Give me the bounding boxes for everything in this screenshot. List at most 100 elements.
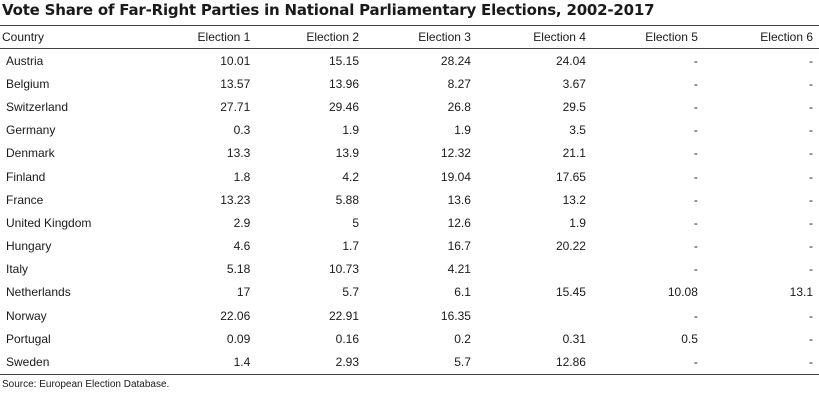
value-cell: - — [703, 350, 819, 375]
value-cell: - — [809, 262, 813, 277]
value-cell: 0.2 — [454, 331, 471, 346]
data-table-container: Country Election 1 Election 2 Election 3 Ele… — [0, 25, 819, 375]
value-cell: 4.2 — [342, 169, 360, 184]
value-cell: 1.9 — [454, 123, 471, 138]
vote-share-table: Country Election 1 Election 2 Election 3 Ele… — [0, 25, 819, 375]
value-cell: - — [809, 215, 813, 230]
table-header-row: Country Election 1 Election 2 Election 3 Ele… — [0, 25, 819, 49]
value-cell: - — [809, 99, 813, 114]
source-note: Source: European Election Database. — [2, 379, 170, 390]
value-cell: - — [809, 123, 813, 138]
value-cell: 13.1 — [789, 285, 813, 300]
value-cell: - — [693, 215, 698, 230]
value-cell: 5.88 — [335, 192, 360, 207]
value-cell: 4.21 — [447, 262, 471, 277]
table-row: Italy 5.18 10.73 4.21 - - — [0, 258, 819, 281]
value-cell: 20.22 — [555, 239, 586, 254]
value-cell: 2.93 — [256, 350, 366, 375]
table-row: Switzerland 27.71 29.46 26.8 29.5 - - — [0, 95, 819, 118]
table-row: Germany 0.3 1.9 1.9 3.5 - - — [0, 119, 819, 142]
value-cell: - — [591, 350, 704, 375]
column-header-election-1: Election 1 — [135, 25, 257, 49]
value-cell: 6.1 — [454, 285, 471, 300]
value-cell: 10.08 — [667, 285, 698, 300]
column-header-election-3: Election 3 — [365, 25, 477, 49]
value-cell: 5.7 — [342, 285, 360, 300]
table-row: Denmark 13.3 13.9 12.32 21.1 - - — [0, 142, 819, 165]
country-cell: France — [6, 192, 44, 207]
country-cell: Sweden — [0, 350, 136, 375]
value-cell: 10.73 — [329, 262, 360, 277]
value-cell: 12.32 — [440, 146, 471, 161]
value-cell: 16.7 — [447, 239, 471, 254]
value-cell: 3.67 — [562, 76, 586, 91]
table-title: Vote Share of Far-Right Parties in Natio… — [2, 1, 655, 19]
value-cell: 1.9 — [342, 123, 360, 138]
value-cell: 2.9 — [233, 215, 251, 230]
value-cell: - — [693, 146, 698, 161]
value-cell: 26.8 — [447, 99, 471, 114]
value-cell: 13.3 — [226, 146, 251, 161]
value-cell: 13.9 — [335, 146, 360, 161]
value-cell: 3.5 — [569, 123, 586, 138]
value-cell: 16.35 — [440, 308, 471, 323]
value-cell: - — [809, 76, 813, 91]
value-cell: - — [693, 262, 698, 277]
value-cell: 19.04 — [440, 169, 471, 184]
value-cell: - — [809, 308, 813, 323]
value-cell: 4.6 — [233, 239, 251, 254]
value-cell: - — [693, 99, 698, 114]
value-cell: 17.65 — [555, 169, 586, 184]
value-cell: 13.96 — [329, 76, 360, 91]
table-row: Austria 10.01 15.15 28.24 24.04 - - — [0, 49, 819, 73]
column-header-election-5: Election 5 — [591, 25, 704, 49]
value-cell: 8.27 — [447, 76, 471, 91]
value-cell: 1.9 — [569, 215, 586, 230]
value-cell: - — [693, 239, 698, 254]
value-cell: - — [809, 169, 813, 184]
value-cell: 1.4 — [135, 350, 257, 375]
value-cell: 21.1 — [562, 146, 586, 161]
column-header-election-2: Election 2 — [256, 25, 366, 49]
country-cell: United Kingdom — [6, 215, 92, 230]
value-cell: - — [693, 76, 698, 91]
value-cell: - — [809, 331, 813, 346]
value-cell: 15.45 — [555, 285, 586, 300]
value-cell: 29.5 — [562, 99, 586, 114]
value-cell: 12.86 — [476, 350, 592, 375]
value-cell: 13.2 — [562, 192, 586, 207]
value-cell — [477, 304, 592, 327]
value-cell: - — [693, 308, 698, 323]
value-cell: - — [693, 123, 698, 138]
column-header-election-6: Election 6 — [703, 25, 819, 49]
country-cell: Switzerland — [6, 99, 69, 114]
country-cell: Netherlands — [6, 285, 71, 300]
value-cell: 0.16 — [335, 331, 360, 346]
value-cell: - — [693, 53, 698, 68]
value-cell: 17 — [236, 285, 251, 300]
value-cell: 22.91 — [329, 308, 360, 323]
value-cell: 28.24 — [440, 53, 471, 68]
country-cell: Norway — [6, 308, 47, 323]
value-cell: 13.6 — [447, 192, 471, 207]
table-row: United Kingdom 2.9 5 12.6 1.9 - - — [0, 211, 819, 234]
value-cell: 0.09 — [226, 331, 251, 346]
table-row: Hungary 4.6 1.7 16.7 20.22 - - — [0, 235, 819, 258]
country-cell: Hungary — [6, 239, 52, 254]
value-cell: 27.71 — [220, 99, 251, 114]
value-cell: 5.18 — [226, 262, 251, 277]
value-cell: 1.8 — [233, 169, 251, 184]
table-row: Sweden 1.4 2.93 5.7 12.86- - — [0, 350, 819, 375]
value-cell: - — [809, 53, 813, 68]
value-cell: - — [693, 169, 698, 184]
country-cell: Portugal — [6, 331, 51, 346]
value-cell: - — [809, 239, 813, 254]
value-cell: - — [693, 192, 698, 207]
table-row: Belgium 13.57 13.96 8.27 3.67 - - — [0, 72, 819, 95]
value-cell: 0.31 — [562, 331, 586, 346]
table-row: France 13.23 5.88 13.6 13.2 - - — [0, 188, 819, 211]
column-header-country: Country — [0, 25, 136, 49]
table-body: Austria 10.01 15.15 28.24 24.04 - - Belgium 13.5… — [0, 49, 819, 375]
value-cell: 13.57 — [220, 76, 251, 91]
value-cell: 15.15 — [329, 53, 360, 68]
